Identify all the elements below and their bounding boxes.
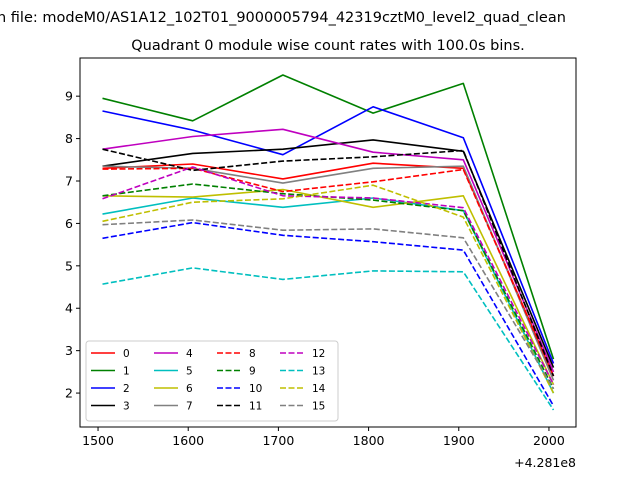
- y-tick-label: 9: [65, 89, 73, 104]
- series-line-10: [102, 221, 555, 407]
- legend-label-0: 0: [123, 348, 130, 360]
- legend-label-4: 4: [186, 348, 193, 360]
- legend-label-7: 7: [186, 401, 193, 413]
- legend-label-3: 3: [123, 401, 130, 413]
- legend-label-12: 12: [312, 348, 325, 360]
- series-line-11: [102, 148, 555, 377]
- y-tick-label: 2: [65, 386, 73, 401]
- legend-label-6: 6: [186, 383, 193, 395]
- x-tick-label: 1600: [172, 433, 204, 448]
- series-line-7: [102, 165, 555, 381]
- chart-title: Quadrant 0 module wise count rates with …: [131, 38, 525, 54]
- x-tick-label: 1700: [262, 433, 294, 448]
- legend-label-2: 2: [123, 383, 130, 395]
- series-line-15: [102, 219, 555, 390]
- y-tick-label: 8: [65, 131, 73, 146]
- legend-label-11: 11: [249, 401, 262, 413]
- series-lines: [102, 74, 555, 411]
- figure-suptitle: n file: modeM0/AS1A12_102T01_9000005794_…: [0, 10, 566, 26]
- series-line-4: [102, 128, 555, 373]
- legend-label-5: 5: [186, 366, 193, 378]
- legend-box: [85, 340, 339, 422]
- legend-label-13: 13: [312, 366, 325, 378]
- x-tick-label: 1500: [82, 433, 114, 448]
- x-axis-offset-label: +4.281e8: [514, 455, 576, 470]
- y-tick-label: 4: [65, 301, 73, 316]
- legend-label-10: 10: [249, 383, 262, 395]
- series-line-8: [102, 167, 555, 377]
- legend-label-1: 1: [123, 366, 130, 378]
- x-tick-label: 1800: [353, 433, 385, 448]
- x-axis: 1500 1600 1700 1800 1900 2000: [82, 427, 565, 448]
- series-line-2: [102, 106, 555, 364]
- y-tick-label: 5: [65, 258, 73, 273]
- y-axis: 2 3 4 5 6 7 8 9: [65, 89, 80, 401]
- x-tick-label: 1900: [443, 433, 475, 448]
- series-line-12: [102, 166, 555, 385]
- legend-label-15: 15: [312, 401, 325, 413]
- legend-label-14: 14: [312, 383, 326, 395]
- y-tick-label: 3: [65, 343, 73, 358]
- series-line-6: [102, 188, 555, 385]
- plot-frame: [79, 57, 577, 428]
- x-tick-label: 2000: [533, 433, 565, 448]
- legend-label-8: 8: [249, 348, 256, 360]
- y-tick-label: 6: [65, 216, 73, 231]
- series-line-1: [102, 74, 555, 360]
- legend-label-9: 9: [249, 366, 256, 378]
- y-tick-label: 7: [65, 174, 73, 189]
- series-line-14: [102, 184, 555, 394]
